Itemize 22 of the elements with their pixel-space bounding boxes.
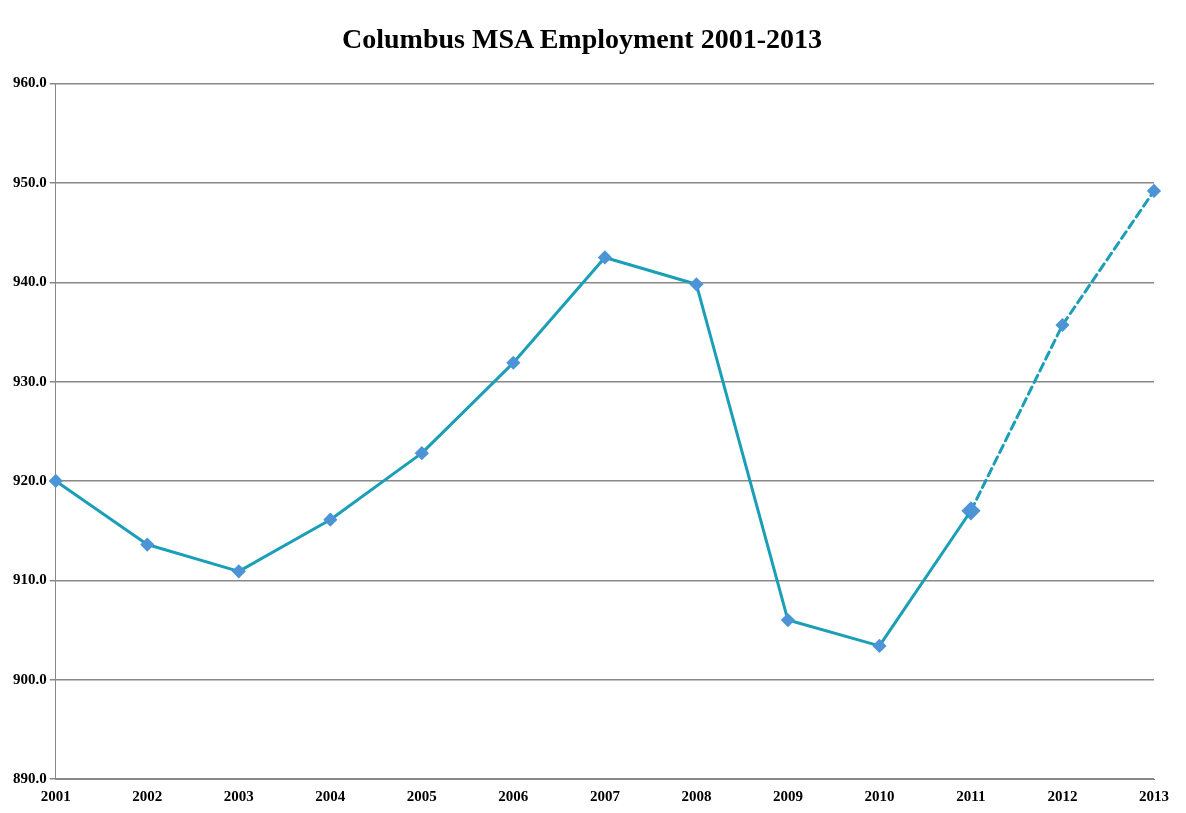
x-tick-label: 2007 xyxy=(589,787,621,804)
x-tick-label: 2013 xyxy=(1139,787,1169,804)
y-tick-label: 910.0 xyxy=(13,571,47,588)
chart-title: Columbus MSA Employment 2001-2013 xyxy=(342,23,822,55)
y-tick-label: 920.0 xyxy=(13,471,47,488)
y-tick-label: 960.0 xyxy=(13,74,47,91)
x-tick-label: 2001 xyxy=(40,787,71,804)
y-tick-label: 930.0 xyxy=(13,372,47,389)
x-tick-label: 2004 xyxy=(315,787,346,804)
x-tick-label: 2006 xyxy=(498,787,529,804)
x-tick-label: 2008 xyxy=(681,787,712,804)
x-tick-label: 2009 xyxy=(772,787,803,804)
x-tick-label: 2012 xyxy=(1047,787,1078,804)
x-tick-label: 2002 xyxy=(132,787,163,804)
y-tick-label: 950.0 xyxy=(13,173,47,190)
x-tick-label: 2011 xyxy=(956,787,986,804)
x-tick-label: 2005 xyxy=(406,787,437,804)
y-tick-label: 890.0 xyxy=(13,769,47,786)
x-tick-label: 2003 xyxy=(223,787,254,804)
y-tick-label: 900.0 xyxy=(13,670,47,687)
x-tick-label: 2010 xyxy=(864,787,895,804)
y-tick-label: 940.0 xyxy=(13,273,47,290)
